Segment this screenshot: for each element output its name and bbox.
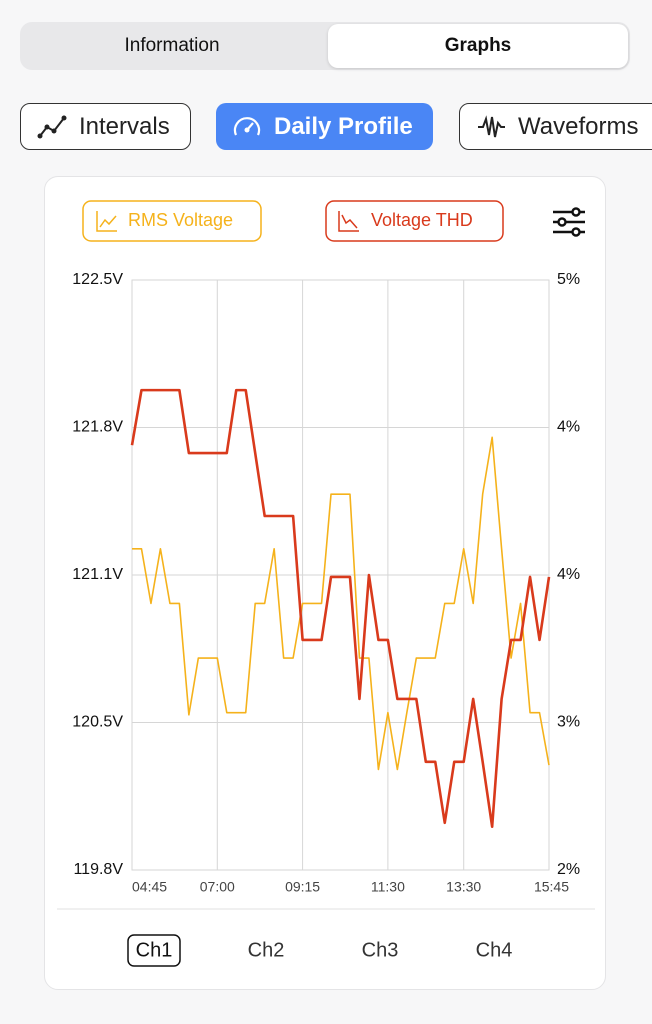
y2-tick-label: 3% [557, 714, 580, 731]
mode-button[interactable]: Waveforms [459, 103, 652, 150]
y-tick-label: 121.8V [72, 419, 123, 436]
channel-tab[interactable]: Ch2 [248, 939, 285, 961]
y2-tick-label: 5% [557, 271, 580, 288]
series-line [132, 436, 550, 771]
series-line [130, 388, 551, 829]
legend-button[interactable] [325, 200, 504, 242]
tab-selected[interactable]: Graphs [328, 24, 628, 68]
channel-selected-box[interactable] [127, 934, 181, 967]
label: Waveforms [518, 112, 639, 140]
x-tick-label: 07:00 [200, 879, 235, 895]
y-tick-label: 119.8V [73, 861, 123, 878]
legend-label: RMS Voltage [128, 210, 233, 230]
y2-tick-label: 2% [557, 861, 580, 878]
label: Daily Profile [274, 112, 413, 140]
label: Intervals [79, 112, 170, 140]
x-tick-label: 15:45 [534, 879, 569, 895]
x-tick-label: 09:15 [285, 879, 320, 895]
x-tick-label: 04:45 [132, 879, 167, 895]
channel-tab-selected[interactable]: Ch1 [136, 939, 173, 961]
y2-tick-label: 4% [557, 419, 580, 436]
y2-tick-label: 4% [557, 566, 580, 583]
x-tick-label: 13:30 [446, 879, 481, 895]
icon [37, 115, 67, 138]
y-tick-label: 120.5V [72, 714, 123, 731]
icon [478, 114, 505, 137]
icon [338, 211, 359, 232]
legend-label: Voltage THD [371, 210, 473, 230]
segmented-control: Information Graphs [20, 22, 630, 70]
mode-button-selected[interactable]: Daily Profile [216, 103, 433, 150]
mode-button[interactable]: Intervals [20, 103, 191, 150]
y-tick-label: 122.5V [72, 271, 123, 288]
x-tick-label: 11:30 [371, 879, 405, 895]
icon [233, 116, 261, 135]
chart: RMS Voltage Voltage THD 119.8V 120.5V 121.… [57, 200, 595, 967]
settings-icon[interactable] [553, 207, 585, 237]
chart-card: RMS Voltage Voltage THD 119.8V 120.5V 121.… [44, 176, 606, 990]
tab[interactable]: Information [124, 35, 220, 56]
legend-button[interactable] [82, 200, 262, 242]
channel-tab[interactable]: Ch4 [476, 939, 513, 961]
y-tick-label: 121.1V [72, 566, 123, 583]
channel-tab[interactable]: Ch3 [362, 939, 399, 961]
icon [96, 211, 117, 232]
